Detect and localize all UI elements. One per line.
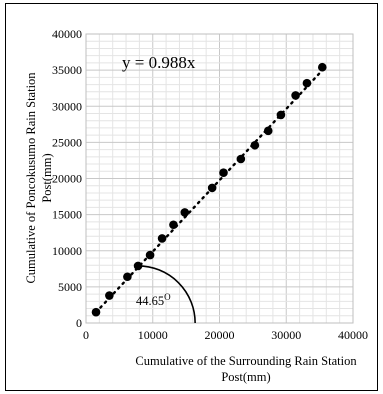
data-point (180, 208, 190, 217)
angle-label: 44.65O (136, 292, 171, 308)
data-point (169, 220, 178, 230)
angle-arc-path (138, 265, 196, 324)
data-point (236, 154, 246, 164)
data-point (123, 272, 132, 282)
x-tick-label: 40000 (338, 328, 368, 342)
tick-labels: 0 10000 20000 30000 40000 0 5000 10000 15000 2000… (52, 27, 368, 342)
data-point (207, 183, 217, 193)
data-point (91, 307, 101, 317)
data-points (91, 62, 327, 317)
x-tick-label: 20000 (205, 328, 235, 342)
y-axis-title-line-1: Cumulative of Poncokusumo Rain Station (24, 72, 38, 284)
chart-frame (5, 3, 378, 391)
data-point (105, 291, 114, 300)
y-tick-label: 5000 (58, 280, 82, 294)
y-axis-title-line-2: Post(mm) (40, 153, 54, 202)
equation-label: y = 0.988x (122, 53, 196, 72)
x-axis-title-line-2: Post(mm) (221, 370, 270, 384)
x-tick-label: 10000 (138, 328, 168, 342)
data-point (145, 250, 155, 260)
plot-area-border (85, 33, 354, 324)
data-point (276, 110, 286, 120)
y-tick-label: 35000 (52, 63, 82, 77)
y-tick-label: 20000 (52, 172, 82, 186)
data-point (263, 126, 273, 136)
x-axis-title: Cumulative of the Surrounding Rain Stati… (135, 354, 357, 384)
data-point (219, 168, 228, 178)
angle-arc (138, 265, 196, 324)
x-tick-label: 0 (83, 328, 89, 342)
angle-label-value: 44.65 (136, 294, 164, 308)
y-tick-label: 40000 (52, 27, 82, 41)
data-point (302, 78, 312, 88)
angle-label-degree: O (164, 292, 171, 302)
y-tick-label: 15000 (52, 208, 82, 222)
data-point (291, 91, 300, 100)
x-tick-label: 30000 (271, 328, 301, 342)
y-tick-label: 10000 (52, 244, 82, 258)
x-axis-title-line-1: Cumulative of the Surrounding Rain Stati… (135, 354, 357, 368)
data-point (157, 234, 167, 243)
data-point (250, 140, 260, 150)
y-axis-title: Cumulative of Poncokusumo Rain Station P… (24, 72, 54, 284)
data-point (317, 62, 327, 72)
y-tick-label: 0 (76, 316, 82, 330)
y-tick-label: 30000 (52, 99, 82, 113)
y-tick-label: 25000 (52, 135, 82, 149)
